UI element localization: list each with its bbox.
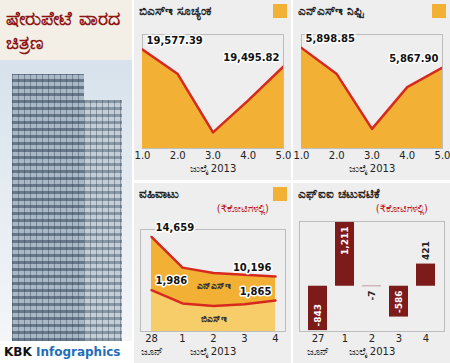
html-text:ವಹಿವಾಟು: ವಹಿವಾಟು <box>139 187 179 201</box>
svg-text:10,196: 10,196 <box>233 262 272 273</box>
svg-text:2.0: 2.0 <box>170 150 186 161</box>
html-text:ಷೇರುಪೇಟೆ ವಾರದ ಚಿತ್ರಣ: ಷೇರುಪೇಟೆ ವಾರದ ಚಿತ್ರಣ <box>6 7 120 53</box>
svg-text:2.0: 2.0 <box>329 150 345 161</box>
svg-text:5,867.90: 5,867.90 <box>389 53 438 64</box>
svg-text:4: 4 <box>272 333 278 344</box>
svg-text:5.0: 5.0 <box>435 150 450 161</box>
svg-text:ಜುಲೈ 2013: ಜುಲೈ 2013 <box>190 163 237 175</box>
svg-text:3.0: 3.0 <box>364 150 380 161</box>
svg-text:5,898.85: 5,898.85 <box>306 33 355 44</box>
svg-text:19,495.82: 19,495.82 <box>223 52 279 63</box>
html-text:(₹ಕೋಟಿಗಳಲ್ಲಿ): (₹ಕೋಟಿಗಳಲ್ಲಿ) <box>216 203 269 214</box>
svg-text:ಜೂನ್: ಜೂನ್ <box>141 346 163 357</box>
svg-text:1: 1 <box>179 333 185 344</box>
svg-text:ಜುಲೈ 2013: ಜುಲೈ 2013 <box>349 346 396 358</box>
svg-text:1: 1 <box>342 333 348 344</box>
svg-text:-7: -7 <box>367 291 377 301</box>
svg-text:27: 27 <box>312 333 325 344</box>
svg-text:1,865: 1,865 <box>240 286 272 297</box>
svg-text:1.0: 1.0 <box>294 150 310 161</box>
svg-text:ಎನ್‌ಎಸ್‌ಇ: ಎನ್‌ಎಸ್‌ಇ <box>197 281 231 291</box>
svg-text:-843: -843 <box>313 304 323 327</box>
html-text:KBK Infographics: KBK Infographics <box>4 345 121 359</box>
svg-text:421: 421 <box>421 241 431 260</box>
svg-text:3.0: 3.0 <box>205 150 221 161</box>
svg-text:1,986: 1,986 <box>156 275 188 286</box>
svg-text:2: 2 <box>369 333 375 344</box>
html-text:ಬಿಎಸ್‌ಇ ಸೂಚ್ಯಂಕ: ಬಿಎಸ್‌ಇ ಸೂಚ್ಯಂಕ <box>139 4 212 18</box>
svg-text:2: 2 <box>210 333 216 344</box>
svg-text:3: 3 <box>241 333 247 344</box>
svg-text:5.0: 5.0 <box>276 150 291 161</box>
svg-text:ಜುಲೈ 2013: ಜುಲೈ 2013 <box>190 346 237 358</box>
svg-text:28: 28 <box>145 333 158 344</box>
svg-text:ಬಿಎಸ್‌ಇ: ಬಿಎಸ್‌ಇ <box>201 314 227 324</box>
svg-text:ಜುಲೈ 2013: ಜುಲೈ 2013 <box>349 163 396 175</box>
svg-text:4.0: 4.0 <box>399 150 415 161</box>
svg-text:1,211: 1,211 <box>340 227 350 255</box>
svg-text:4: 4 <box>423 333 429 344</box>
html-text:(₹ಕೋಟಿಗಳಲ್ಲಿ): (₹ಕೋಟಿಗಳಲ್ಲಿ) <box>375 203 428 214</box>
svg-text:14,659: 14,659 <box>156 222 195 233</box>
svg-text:3: 3 <box>396 333 402 344</box>
svg-text:1.0: 1.0 <box>135 150 151 161</box>
svg-text:ಜೂನ್: ಜೂನ್ <box>307 346 329 357</box>
svg-text:-586: -586 <box>394 291 404 314</box>
html-text:ಎಫ್‌ಐಐ ಚಟುವಟಿಕೆ: ಎಫ್‌ಐಐ ಚಟುವಟಿಕೆ <box>298 187 380 201</box>
html-text:ಎನ್‌ಎಸ್‌ಇ ನಿಫ್ಟಿ: ಎನ್‌ಎಸ್‌ಇ ನಿಫ್ಟಿ <box>298 4 364 18</box>
svg-text:4.0: 4.0 <box>240 150 256 161</box>
svg-text:19,577.39: 19,577.39 <box>147 35 203 46</box>
